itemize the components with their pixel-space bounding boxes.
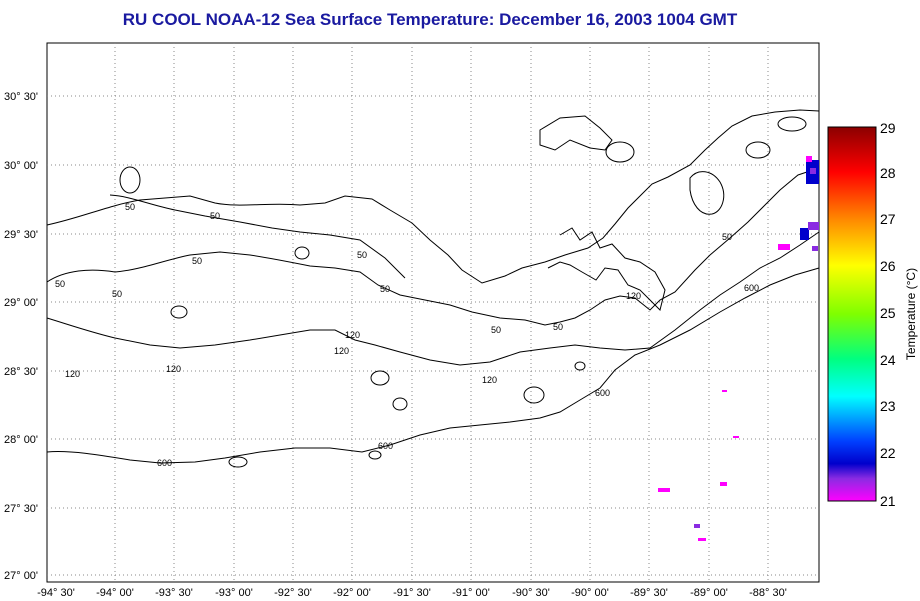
lat-label: 30° 30' bbox=[4, 91, 38, 103]
lon-label: -92° 00' bbox=[333, 587, 371, 599]
lon-label: -90° 30' bbox=[512, 587, 550, 599]
isobath-50-inner bbox=[109, 194, 406, 279]
colorbar-tick: 23 bbox=[880, 398, 896, 414]
latitude-labels: 30° 30' 30° 00' 29° 30' 29° 00' 28° 30' … bbox=[4, 91, 38, 582]
isobath-50 bbox=[46, 167, 820, 326]
contour-label: 600 bbox=[378, 441, 393, 451]
lon-label: -91° 30' bbox=[393, 587, 431, 599]
eddy-contours bbox=[119, 116, 807, 468]
map-title: RU COOL NOAA-12 Sea Surface Temperature:… bbox=[122, 10, 738, 29]
lon-label: -93° 30' bbox=[155, 587, 193, 599]
isobath-600 bbox=[46, 267, 820, 464]
contour-label: 50 bbox=[380, 284, 390, 294]
contour-label: 600 bbox=[744, 283, 759, 293]
colorbar-tick: 27 bbox=[880, 211, 896, 227]
colorbar-tick: 21 bbox=[880, 493, 896, 509]
contour-label: 600 bbox=[157, 458, 172, 468]
contour-label: 120 bbox=[334, 346, 349, 356]
coastline bbox=[46, 109, 820, 284]
lon-label: -94° 30' bbox=[37, 587, 75, 599]
lat-label: 28° 30' bbox=[4, 366, 38, 378]
lon-label: -89° 30' bbox=[630, 587, 668, 599]
lat-label: 27° 30' bbox=[4, 503, 38, 515]
contour-labels: 50 50 50 50 50 50 50 50 50 50 120 120 12… bbox=[55, 202, 759, 468]
lon-label: -92° 30' bbox=[274, 587, 312, 599]
contour-label: 50 bbox=[553, 322, 563, 332]
contour-label: 120 bbox=[65, 369, 80, 379]
contour-label: 120 bbox=[345, 330, 360, 340]
contour-label: 600 bbox=[595, 388, 610, 398]
contour-label: 50 bbox=[55, 279, 65, 289]
contour-label: 50 bbox=[491, 325, 501, 335]
contour-label: 120 bbox=[482, 375, 497, 385]
lon-label: -94° 00' bbox=[96, 587, 134, 599]
delta-coast bbox=[547, 227, 666, 311]
colorbar-tick: 28 bbox=[880, 165, 896, 181]
lon-label: -90° 00' bbox=[571, 587, 609, 599]
lat-label: 29° 30' bbox=[4, 229, 38, 241]
lat-label: 30° 00' bbox=[4, 160, 38, 172]
lat-label: 27° 00' bbox=[4, 570, 38, 582]
graticule bbox=[47, 43, 819, 582]
colorbar-ramp bbox=[827, 126, 877, 502]
lat-label: 28° 00' bbox=[4, 434, 38, 446]
contour-label: 50 bbox=[210, 211, 220, 221]
map-frame bbox=[46, 42, 820, 583]
colorbar-tick: 26 bbox=[880, 258, 896, 274]
contour-label: 50 bbox=[722, 232, 732, 242]
contour-label: 50 bbox=[357, 250, 367, 260]
colorbar-tick: 25 bbox=[880, 305, 896, 321]
lon-label: -89° 00' bbox=[690, 587, 728, 599]
lon-label: -93° 00' bbox=[215, 587, 253, 599]
isobath-120 bbox=[46, 231, 820, 366]
contour-label: 50 bbox=[112, 289, 122, 299]
colorbar: 29 28 27 26 25 24 23 22 21 Temperature (… bbox=[827, 120, 918, 509]
colorbar-title: Temperature (°C) bbox=[904, 268, 918, 360]
contour-label: 50 bbox=[125, 202, 135, 212]
sst-pixels bbox=[658, 156, 819, 541]
lake-shore bbox=[539, 115, 613, 151]
lake-ring bbox=[689, 171, 725, 215]
contour-label: 50 bbox=[192, 256, 202, 266]
colorbar-tick: 24 bbox=[880, 352, 896, 368]
lat-label: 29° 00' bbox=[4, 297, 38, 309]
longitude-labels: -94° 30' -94° 00' -93° 30' -93° 00' -92°… bbox=[37, 587, 787, 599]
contour-label: 120 bbox=[626, 291, 641, 301]
contour-label: 120 bbox=[166, 364, 181, 374]
lon-label: -91° 00' bbox=[452, 587, 490, 599]
colorbar-tick: 29 bbox=[880, 120, 896, 136]
colorbar-tick: 22 bbox=[880, 445, 896, 461]
lon-label: -88° 30' bbox=[749, 587, 787, 599]
